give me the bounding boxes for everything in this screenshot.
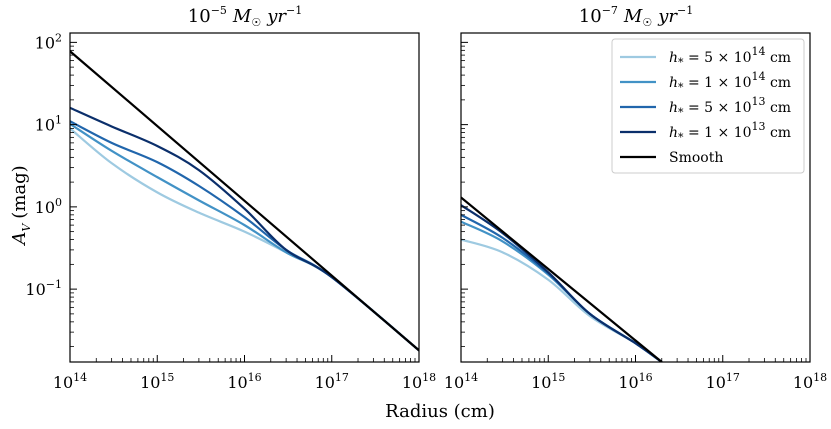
legend-label-1: h* = 1 × 1014 cm bbox=[669, 70, 791, 94]
right-x-tick-label: 1014 bbox=[444, 371, 478, 392]
left-series-line-0 bbox=[70, 127, 419, 352]
right-panel: 1014 1015 1016 1017 1018 bbox=[444, 32, 827, 392]
left-x-tick-label: 1015 bbox=[140, 371, 174, 392]
left-y-tick-label: 10−1 bbox=[25, 278, 62, 299]
left-series-line-3 bbox=[70, 106, 419, 352]
right-plot-frame bbox=[460, 32, 811, 363]
y-axis-label: AV(mag) bbox=[9, 165, 33, 246]
legend-label-0: h* = 5 × 1014 cm bbox=[669, 45, 791, 69]
right-x-tick-label: 1016 bbox=[618, 371, 652, 392]
legend-box bbox=[611, 38, 805, 174]
left-x-tick-label: 1018 bbox=[402, 371, 436, 392]
right-series-line-0 bbox=[461, 238, 663, 362]
left-y-tick-label: 100 bbox=[35, 196, 62, 217]
legend: h* = 5 × 1014 cmh* = 1 × 1014 cmh* = 5 ×… bbox=[611, 38, 805, 174]
right-series-line-4 bbox=[461, 196, 663, 362]
left-panel-title: 10−5 M☉ yr−1 bbox=[188, 4, 302, 29]
x-axis-label: Radius (cm) bbox=[385, 401, 495, 422]
left-series-line-2 bbox=[70, 120, 419, 352]
left-series-line-1 bbox=[70, 122, 419, 352]
right-panel-title: 10−7 M☉ yr−1 bbox=[579, 4, 693, 29]
legend-label-4: Smooth bbox=[669, 150, 723, 166]
right-x-tick-label: 1015 bbox=[531, 371, 565, 392]
right-x-tick-label: 1018 bbox=[793, 371, 827, 392]
left-series-group bbox=[70, 50, 419, 352]
left-plot-frame bbox=[69, 32, 420, 363]
left-ticks: 1014 1015 1016 1017 1018 102 101 100 10−1 bbox=[25, 31, 436, 392]
left-x-tick-label: 1016 bbox=[227, 371, 261, 392]
legend-label-3: h* = 1 × 1013 cm bbox=[669, 120, 791, 144]
left-panel: 1014 1015 1016 1017 1018 102 101 100 10−1 bbox=[25, 31, 436, 392]
right-series-group bbox=[461, 196, 663, 362]
legend-label-2: h* = 5 × 1013 cm bbox=[669, 95, 791, 119]
left-y-tick-label: 102 bbox=[35, 31, 62, 52]
right-series-line-3 bbox=[461, 204, 663, 362]
right-x-tick-label: 1017 bbox=[706, 371, 740, 392]
left-y-tick-label: 101 bbox=[35, 114, 62, 135]
right-ticks: 1014 1015 1016 1017 1018 bbox=[444, 41, 827, 392]
left-x-tick-label: 1017 bbox=[315, 371, 349, 392]
left-x-tick-label: 1014 bbox=[53, 371, 87, 392]
left-series-line-4 bbox=[70, 50, 419, 352]
